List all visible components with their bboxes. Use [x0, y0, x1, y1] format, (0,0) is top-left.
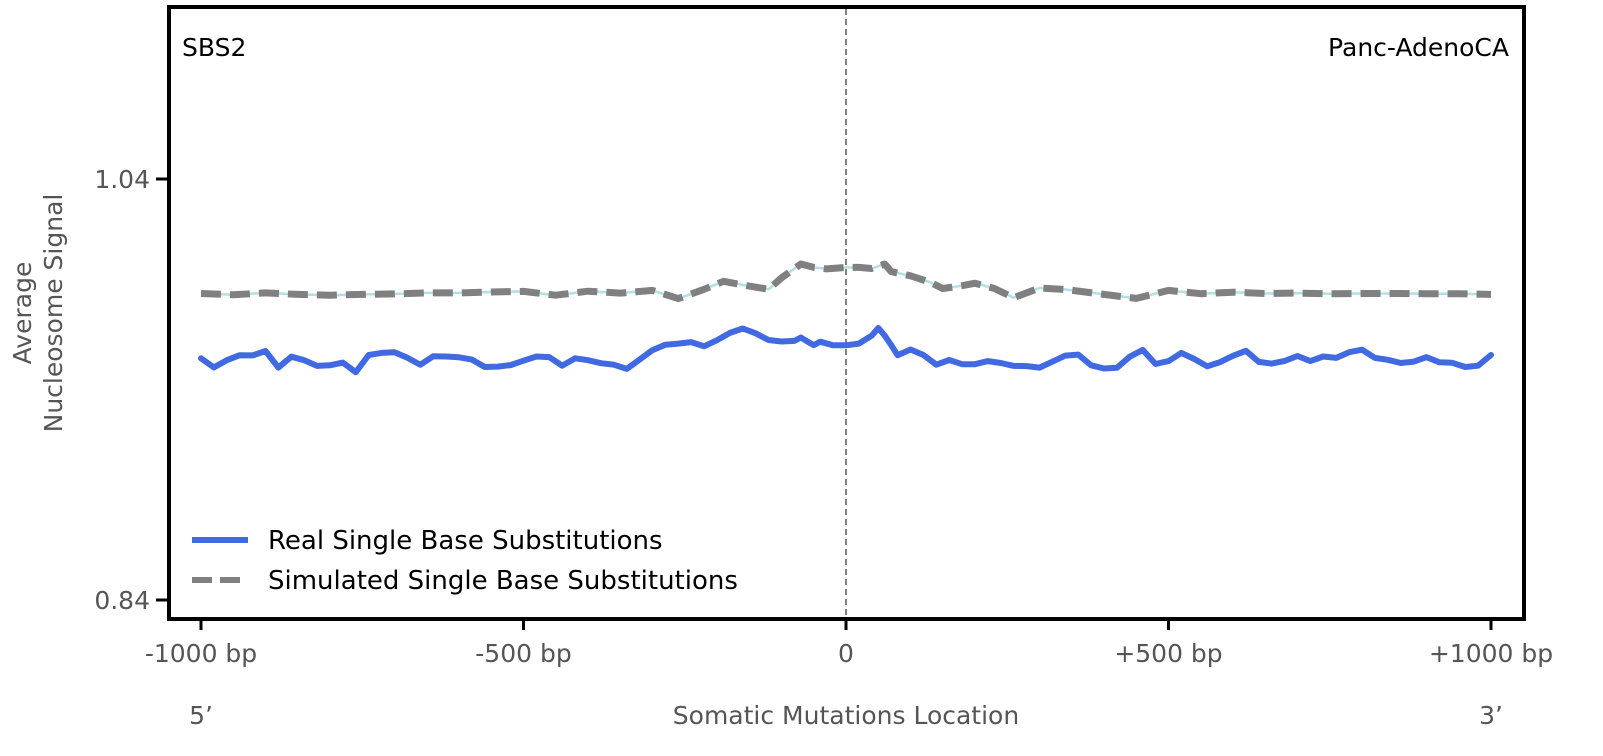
annotation-cancer-type: Panc-AdenoCA	[1328, 33, 1509, 62]
x-tick-label: -500 bp	[475, 639, 571, 668]
tick-layer: -1000 bp -500 bp 0 +500 bp +1000 bp 0.84 1.04	[94, 165, 1553, 668]
x-tick-label: -1000 bp	[145, 639, 257, 668]
series-real-line	[198, 325, 1494, 376]
legend-label-simulated: Simulated Single Base Substitutions	[268, 566, 738, 596]
y-tick-label: 1.04	[94, 165, 150, 194]
annotation-signature: SBS2	[182, 33, 246, 62]
x-tick-label: 0	[838, 639, 854, 668]
x-end-label-3prime: 3’	[1479, 701, 1503, 730]
y-tick-label: 0.84	[94, 586, 150, 615]
series-layer	[198, 260, 1494, 376]
y-axis-title-line1: Average	[8, 262, 37, 365]
x-end-label-5prime: 5’	[189, 701, 213, 730]
y-axis-title-line2: Nucleosome Signal	[39, 194, 68, 433]
x-axis-title: Somatic Mutations Location	[673, 701, 1019, 730]
legend-label-real: Real Single Base Substitutions	[268, 526, 663, 556]
x-tick-label: +500 bp	[1114, 639, 1222, 668]
legend: Real Single Base Substitutions Simulated…	[192, 526, 738, 596]
x-tick-label: +1000 bp	[1429, 639, 1553, 668]
series-simulated-line	[200, 260, 1492, 303]
